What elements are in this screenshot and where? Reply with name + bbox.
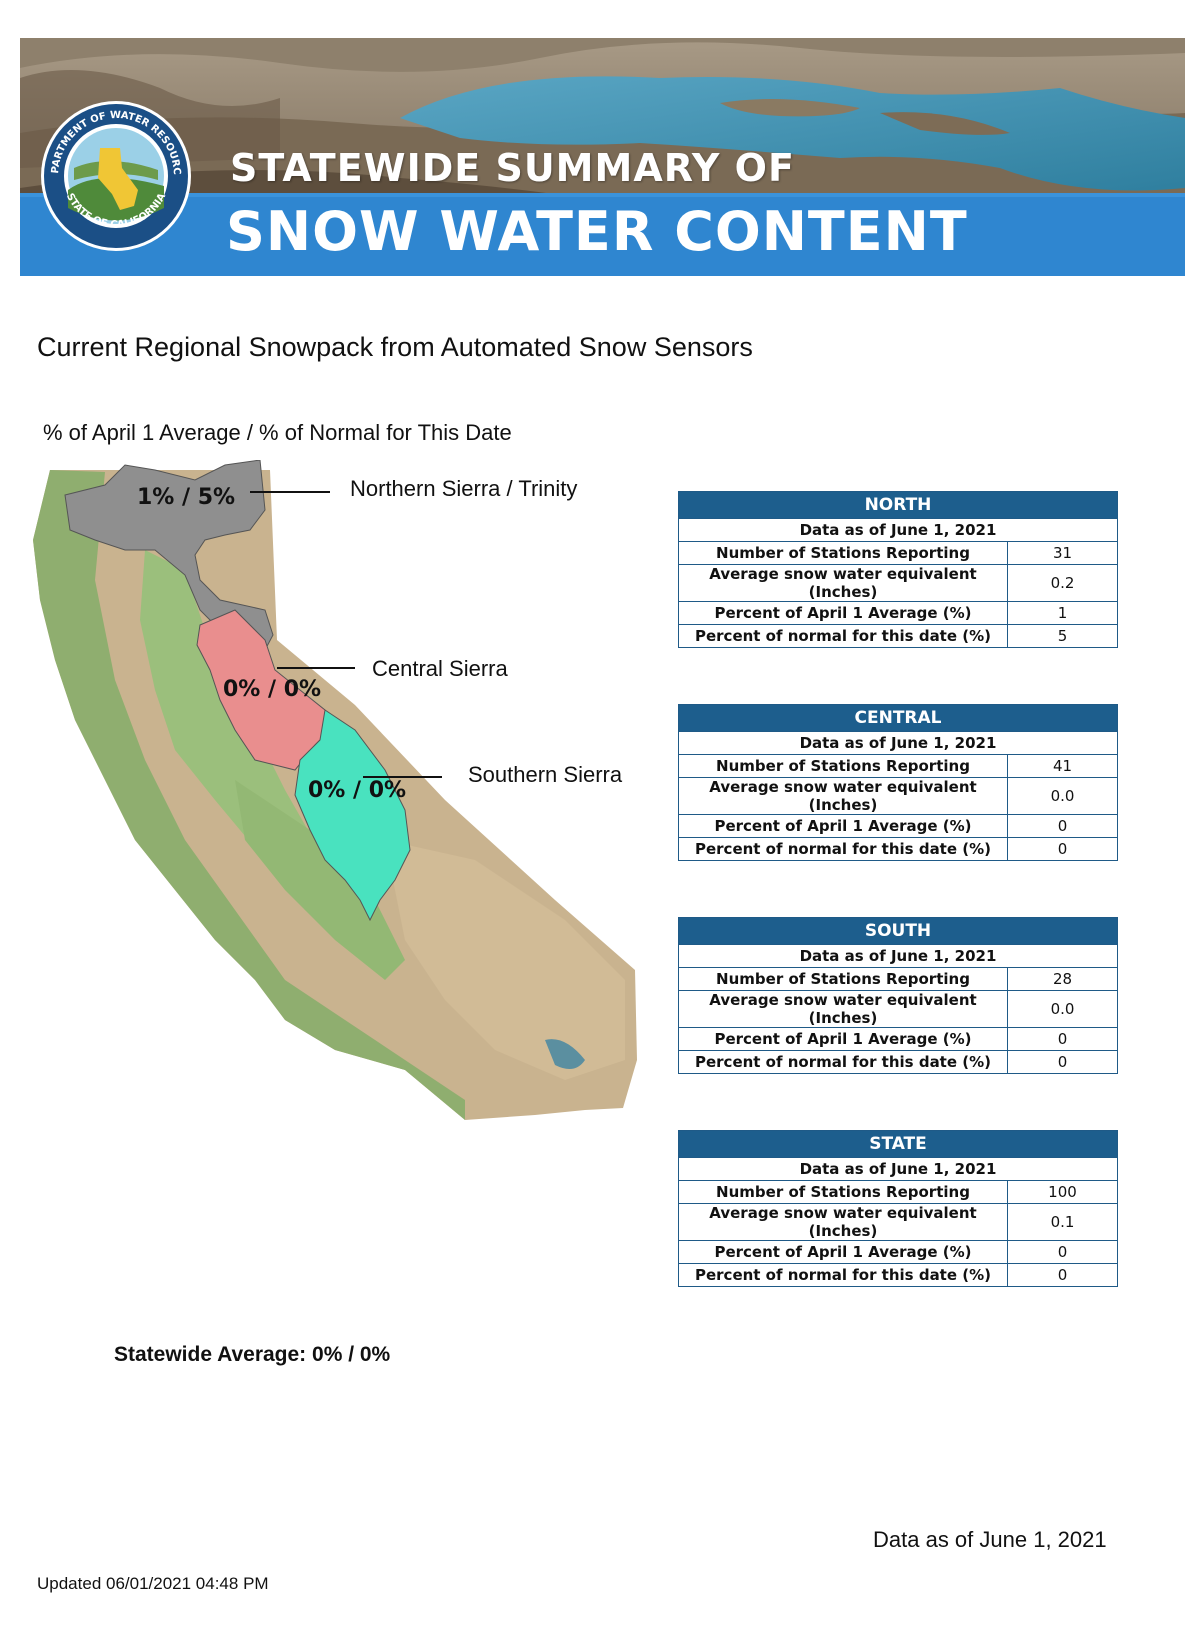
table-row: Percent of April 1 Average (%) 1 [678, 601, 1118, 625]
row-value: 0 [1007, 1240, 1118, 1264]
row-value: 0.1 [1007, 1203, 1118, 1241]
banner-line-2: SNOW WATER CONTENT [226, 200, 968, 263]
row-value: 0 [1007, 1050, 1118, 1074]
row-label: Percent of April 1 Average (%) [678, 601, 1008, 625]
table-title: SOUTH [678, 917, 1118, 945]
california-map-graphic [33, 459, 637, 1120]
map-legend-subtitle: % of April 1 Average / % of Normal for T… [43, 420, 512, 445]
table-row: Average snow water equivalent (Inches) 0.… [678, 777, 1118, 815]
table-title: NORTH [678, 491, 1118, 519]
table-date: Data as of June 1, 2021 [678, 731, 1118, 755]
region-south-value: 0% / 0% [308, 778, 407, 803]
row-value: 41 [1007, 754, 1118, 778]
region-central-label: Central Sierra [372, 656, 508, 681]
row-label: Average snow water equivalent (Inches) [678, 990, 1008, 1028]
region-north-label: Northern Sierra / Trinity [350, 476, 578, 501]
table-row: Percent of April 1 Average (%) 0 [678, 1027, 1118, 1051]
table-row: Percent of April 1 Average (%) 0 [678, 814, 1118, 838]
row-value: 0.0 [1007, 777, 1118, 815]
table-row: Average snow water equivalent (Inches) 0.… [678, 1203, 1118, 1241]
row-label: Average snow water equivalent (Inches) [678, 1203, 1008, 1241]
row-value: 0 [1007, 1263, 1118, 1287]
region-central-value: 0% / 0% [223, 677, 322, 702]
statewide-average: Statewide Average: 0% / 0% [114, 1343, 391, 1366]
row-value: 31 [1007, 541, 1118, 565]
table-row: Number of Stations Reporting 41 [678, 754, 1118, 778]
row-value: 100 [1007, 1180, 1118, 1204]
san-joaquin-valley [235, 780, 405, 980]
row-label: Percent of normal for this date (%) [678, 837, 1008, 861]
header-banner: STATEWIDE SUMMARY OF SNOW WATER CONTENT … [20, 38, 1185, 276]
row-label: Average snow water equivalent (Inches) [678, 777, 1008, 815]
coastal-ranges [33, 470, 465, 1120]
table-date: Data as of June 1, 2021 [678, 1157, 1118, 1181]
table-row: Percent of normal for this date (%) 0 [678, 1050, 1118, 1074]
table-north: NORTH Data as of June 1, 2021 Number of … [678, 491, 1118, 648]
table-state: STATE Data as of June 1, 2021 Number of … [678, 1130, 1118, 1287]
table-central: CENTRAL Data as of June 1, 2021 Number o… [678, 704, 1118, 861]
table-row: Number of Stations Reporting 31 [678, 541, 1118, 565]
row-value: 0 [1007, 837, 1118, 861]
region-north-shape [64, 459, 274, 651]
table-row: Average snow water equivalent (Inches) 0.… [678, 564, 1118, 602]
california-map: 1% / 5% Northern Sierra / Trinity 0% / 0… [25, 459, 645, 1165]
table-date: Data as of June 1, 2021 [678, 944, 1118, 968]
table-title: STATE [678, 1130, 1118, 1158]
row-label: Percent of April 1 Average (%) [678, 1240, 1008, 1264]
region-south-label: Southern Sierra [468, 762, 623, 787]
row-value: 5 [1007, 624, 1118, 648]
region-south-shape [294, 709, 411, 922]
southern-desert [385, 840, 625, 1080]
row-value: 1 [1007, 601, 1118, 625]
row-value: 0.0 [1007, 990, 1118, 1028]
row-label: Number of Stations Reporting [678, 541, 1008, 565]
banner-line-1: STATEWIDE SUMMARY OF [230, 146, 795, 190]
row-value: 0.2 [1007, 564, 1118, 602]
table-date: Data as of June 1, 2021 [678, 518, 1118, 542]
row-label: Average snow water equivalent (Inches) [678, 564, 1008, 602]
table-south: SOUTH Data as of June 1, 2021 Number of … [678, 917, 1118, 1074]
table-row: Average snow water equivalent (Inches) 0.… [678, 990, 1118, 1028]
table-row: Percent of normal for this date (%) 5 [678, 624, 1118, 648]
region-north-value: 1% / 5% [137, 485, 236, 510]
row-label: Number of Stations Reporting [678, 967, 1008, 991]
dwr-seal-logo: DEPARTMENT OF WATER RESOURCES STATE OF C… [38, 98, 191, 251]
row-value: 0 [1007, 814, 1118, 838]
row-label: Percent of April 1 Average (%) [678, 1027, 1008, 1051]
table-row: Percent of normal for this date (%) 0 [678, 1263, 1118, 1287]
row-label: Percent of normal for this date (%) [678, 1050, 1008, 1074]
salton-sea [545, 1039, 585, 1069]
row-label: Number of Stations Reporting [678, 1180, 1008, 1204]
row-label: Percent of April 1 Average (%) [678, 814, 1008, 838]
row-label: Percent of normal for this date (%) [678, 1263, 1008, 1287]
table-row: Number of Stations Reporting 28 [678, 967, 1118, 991]
footer-updated-timestamp: Updated 06/01/2021 04:48 PM [37, 1574, 269, 1593]
table-row: Percent of April 1 Average (%) 0 [678, 1240, 1118, 1264]
page-title: Current Regional Snowpack from Automated… [37, 332, 753, 362]
row-value: 28 [1007, 967, 1118, 991]
row-value: 0 [1007, 1027, 1118, 1051]
row-label: Percent of normal for this date (%) [678, 624, 1008, 648]
table-title: CENTRAL [678, 704, 1118, 732]
row-label: Number of Stations Reporting [678, 754, 1008, 778]
table-row: Number of Stations Reporting 100 [678, 1180, 1118, 1204]
table-row: Percent of normal for this date (%) 0 [678, 837, 1118, 861]
footer-data-date: Data as of June 1, 2021 [873, 1527, 1107, 1552]
